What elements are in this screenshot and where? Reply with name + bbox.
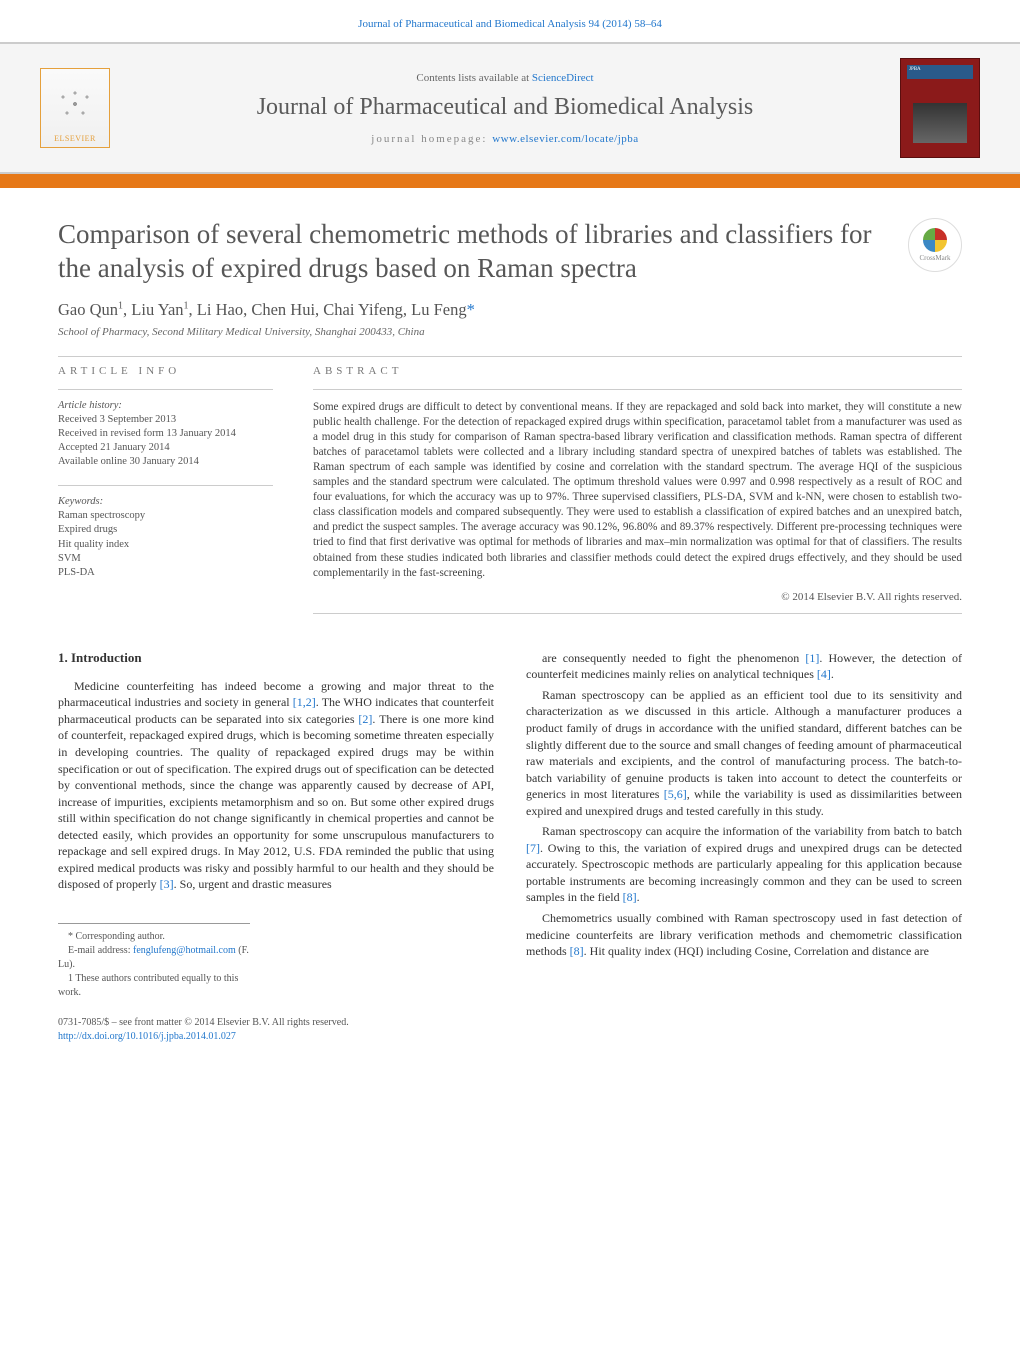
body-two-columns: 1. Introduction Medicine counterfeiting …	[58, 650, 962, 1044]
citation-header: Journal of Pharmaceutical and Biomedical…	[0, 0, 1020, 42]
info-divider	[313, 613, 962, 614]
abstract-text: Some expired drugs are difficult to dete…	[313, 400, 962, 581]
journal-cover-thumbnail: JPBA	[900, 58, 980, 158]
keyword-line: Raman spectroscopy	[58, 509, 273, 523]
intro-paragraph-right: Raman spectroscopy can acquire the infor…	[526, 823, 962, 906]
footnote-corresponding: * Corresponding author.	[58, 930, 250, 944]
journal-name: Journal of Pharmaceutical and Biomedical…	[110, 94, 900, 121]
intro-paragraph-left: Medicine counterfeiting has indeed becom…	[58, 678, 494, 893]
contents-prefix: Contents lists available at	[416, 72, 531, 84]
article-info-heading: ARTICLE INFO	[58, 365, 273, 377]
keyword-line: SVM	[58, 552, 273, 566]
citation-ref-link[interactable]: [8]	[623, 890, 637, 904]
doi-link[interactable]: http://dx.doi.org/10.1016/j.jpba.2014.01…	[58, 1031, 236, 1042]
citation-ref-link[interactable]: [2]	[358, 712, 372, 726]
keyword-line: Expired drugs	[58, 523, 273, 537]
accent-bar	[0, 174, 1020, 188]
history-line: Received 3 September 2013	[58, 413, 273, 427]
section-divider	[58, 356, 962, 357]
abstract-copyright: © 2014 Elsevier B.V. All rights reserved…	[313, 591, 962, 603]
keyword-line: PLS-DA	[58, 566, 273, 580]
corresponding-email-link[interactable]: fenglufeng@hotmail.com	[133, 945, 236, 956]
footnote-email: E-mail address: fenglufeng@hotmail.com (…	[58, 944, 250, 972]
citation-ref-link[interactable]: [1]	[805, 651, 819, 665]
issn-copyright-line: 0731-7085/$ – see front matter © 2014 El…	[58, 1016, 494, 1030]
citation-ref-link[interactable]: [7]	[526, 841, 540, 855]
authors-text: Gao Qun1, Liu Yan1, Li Hao, Chen Hui, Ch…	[58, 300, 467, 319]
elsevier-tree-icon	[52, 84, 98, 134]
journal-homepage-line: journal homepage: www.elsevier.com/locat…	[110, 133, 900, 145]
keywords-label: Keywords:	[58, 496, 273, 507]
article-info-panel: ARTICLE INFO Article history: Received 3…	[58, 365, 273, 624]
section-1-heading: 1. Introduction	[58, 650, 494, 666]
publisher-logo-text: ELSEVIER	[54, 134, 96, 143]
email-label: E-mail address:	[68, 945, 133, 956]
intro-paragraph-right: Chemometrics usually combined with Raman…	[526, 910, 962, 960]
history-line: Available online 30 January 2014	[58, 455, 273, 469]
publisher-logo: ELSEVIER	[40, 68, 110, 148]
info-divider	[58, 485, 273, 486]
footnotes-block: * Corresponding author. E-mail address: …	[58, 923, 250, 1000]
crossmark-label: CrossMark	[919, 254, 950, 262]
abstract-panel: ABSTRACT Some expired drugs are difficul…	[313, 365, 962, 624]
contents-available-line: Contents lists available at ScienceDirec…	[110, 72, 900, 84]
citation-ref-link[interactable]: [4]	[817, 667, 831, 681]
crossmark-badge[interactable]: CrossMark	[908, 218, 962, 272]
author-list: Gao Qun1, Liu Yan1, Li Hao, Chen Hui, Ch…	[58, 300, 962, 320]
sciencedirect-link[interactable]: ScienceDirect	[532, 72, 594, 84]
footer-block: 0731-7085/$ – see front matter © 2014 El…	[58, 1016, 494, 1044]
affiliation: School of Pharmacy, Second Military Medi…	[58, 326, 962, 338]
corresponding-marker: *	[467, 300, 475, 319]
homepage-prefix: journal homepage:	[371, 133, 492, 145]
article-title: Comparison of several chemometric method…	[58, 218, 888, 286]
citation-ref-link[interactable]: [3]	[160, 877, 174, 891]
body-left-column: 1. Introduction Medicine counterfeiting …	[58, 650, 494, 1044]
intro-paragraph-right: Raman spectroscopy can be applied as an …	[526, 687, 962, 819]
citation-ref-link[interactable]: [1,2]	[293, 695, 316, 709]
citation-link[interactable]: Journal of Pharmaceutical and Biomedical…	[358, 18, 662, 30]
info-divider	[313, 389, 962, 390]
journal-header-bar: ELSEVIER Contents lists available at Sci…	[0, 42, 1020, 174]
keyword-line: Hit quality index	[58, 538, 273, 552]
body-right-column: are consequently needed to fight the phe…	[526, 650, 962, 1044]
section-number: 1.	[58, 650, 68, 665]
history-line: Accepted 21 January 2014	[58, 441, 273, 455]
journal-homepage-link[interactable]: www.elsevier.com/locate/jpba	[492, 133, 638, 145]
section-title: Introduction	[71, 650, 142, 665]
footnote-equal-contribution: 1 These authors contributed equally to t…	[58, 972, 250, 1000]
crossmark-icon	[923, 228, 947, 252]
intro-paragraph-right: are consequently needed to fight the phe…	[526, 650, 962, 683]
history-line: Received in revised form 13 January 2014	[58, 427, 273, 441]
citation-ref-link[interactable]: [8]	[570, 944, 584, 958]
abstract-heading: ABSTRACT	[313, 365, 962, 377]
citation-ref-link[interactable]: [5,6]	[664, 787, 687, 801]
cover-label: JPBA	[909, 67, 921, 72]
history-label: Article history:	[58, 400, 273, 411]
info-divider	[58, 389, 273, 390]
